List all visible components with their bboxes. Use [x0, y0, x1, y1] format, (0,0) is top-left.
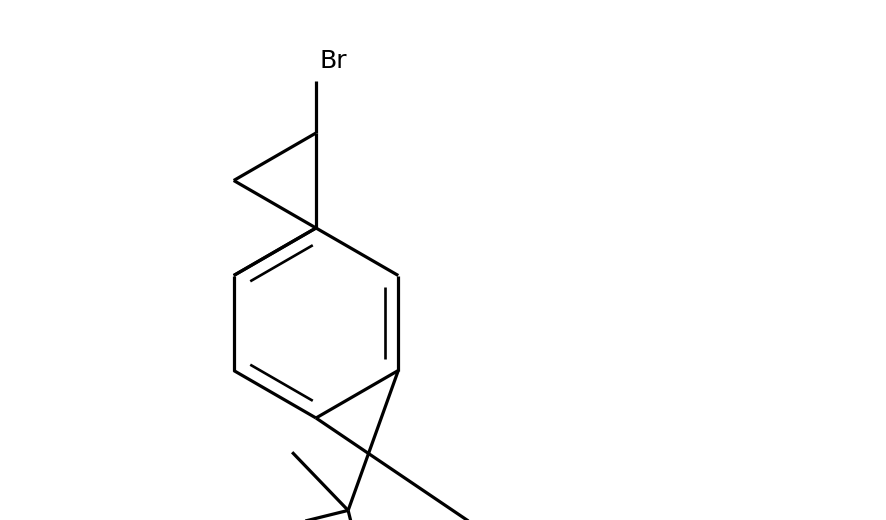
Text: Br: Br: [319, 49, 346, 73]
